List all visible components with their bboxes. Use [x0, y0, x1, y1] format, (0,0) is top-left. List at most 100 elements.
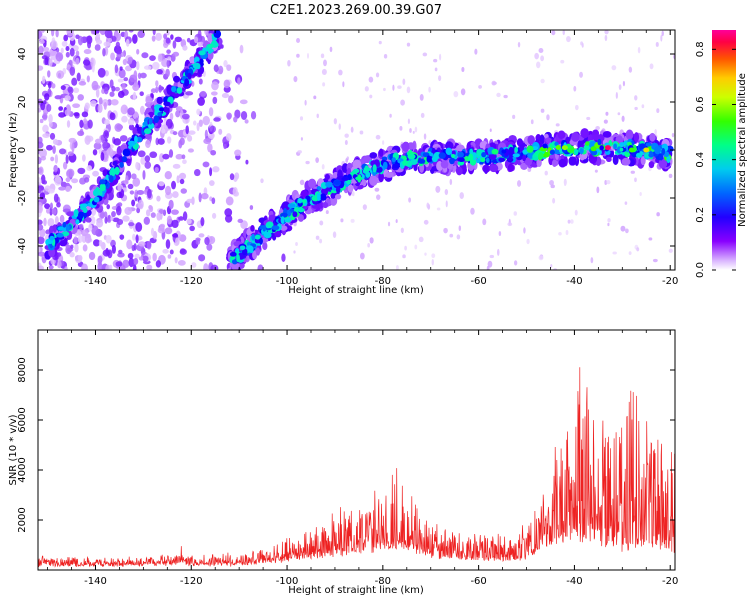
- noise-blob: [223, 79, 231, 89]
- spectrogram-y-tick-label: -40: [17, 238, 28, 254]
- ridge-halo-blob: [281, 201, 291, 212]
- noise-blob: [299, 179, 305, 186]
- ridge-core-blob: [114, 166, 120, 175]
- noise-blob: [204, 236, 210, 246]
- ridge-halo-blob: [252, 250, 258, 260]
- noise-blob: [144, 155, 151, 163]
- noise-blob: [175, 110, 181, 118]
- noise-blob: [225, 133, 232, 141]
- ridge-core-blob: [625, 150, 630, 158]
- noise-blob: [211, 197, 216, 205]
- noise-blob: [287, 59, 291, 67]
- noise-blob: [42, 46, 50, 52]
- ridge-core-blob: [292, 211, 298, 218]
- noise-blob: [97, 255, 103, 264]
- noise-blob: [65, 46, 70, 52]
- noise-blob: [611, 65, 617, 71]
- noise-blob: [209, 167, 213, 177]
- noise-blob: [407, 118, 411, 125]
- noise-blob: [458, 225, 462, 232]
- noise-blob: [368, 76, 374, 83]
- ridge-core-blob: [280, 212, 288, 218]
- noise-blob: [58, 106, 64, 111]
- noise-blob: [239, 44, 244, 54]
- noise-blob: [166, 136, 172, 144]
- noise-blob: [234, 149, 242, 157]
- noise-blob: [164, 227, 173, 235]
- noise-blob: [125, 38, 130, 47]
- noise-blob: [237, 218, 244, 224]
- noise-blob: [605, 111, 609, 116]
- noise-blob: [111, 244, 116, 254]
- noise-blob: [453, 90, 459, 98]
- noise-blob: [208, 180, 215, 186]
- noise-blob: [320, 53, 325, 59]
- noise-blob: [38, 251, 46, 257]
- noise-blob: [617, 112, 621, 116]
- snr-y-tick-label: 4000: [17, 457, 28, 482]
- spectrogram-x-tick-label: -100: [276, 276, 299, 287]
- noise-blob: [84, 102, 90, 110]
- noise-blob: [607, 222, 610, 227]
- noise-blob: [114, 64, 119, 74]
- ridge-core-blob: [231, 259, 238, 265]
- noise-blob: [38, 224, 44, 231]
- noise-blob: [171, 180, 177, 190]
- noise-blob: [78, 223, 84, 230]
- ridge-core-blob: [449, 157, 455, 165]
- noise-blob: [634, 95, 638, 101]
- noise-blob: [420, 112, 425, 118]
- noise-blob: [552, 197, 556, 204]
- noise-blob: [109, 91, 115, 97]
- noise-blob: [49, 132, 56, 140]
- ridge-core-blob: [192, 62, 201, 70]
- snr-x-tick-label: -100: [276, 576, 299, 587]
- noise-blob: [139, 72, 147, 79]
- noise-blob: [435, 185, 441, 193]
- noise-blob: [105, 234, 112, 244]
- noise-blob: [58, 186, 66, 191]
- ridge-core-blob: [458, 157, 465, 163]
- ridge-core-blob: [56, 233, 64, 238]
- noise-blob: [85, 217, 92, 223]
- noise-blob: [332, 231, 337, 238]
- noise-blob: [329, 46, 333, 53]
- noise-blob: [482, 218, 487, 226]
- noise-blob: [443, 227, 448, 234]
- noise-blob: [186, 134, 193, 142]
- noise-blob: [77, 130, 85, 137]
- noise-blob: [449, 178, 453, 185]
- noise-blob: [434, 67, 438, 72]
- noise-blob: [586, 116, 591, 121]
- ridge-halo-blob: [132, 127, 138, 136]
- colorbar-label: Normalized spectral amplitude: [737, 73, 748, 227]
- noise-blob: [444, 188, 449, 196]
- noise-blob: [116, 218, 124, 226]
- noise-blob: [71, 142, 75, 153]
- noise-blob: [540, 55, 545, 62]
- noise-blob: [474, 48, 478, 55]
- ridge-core-blob: [522, 154, 527, 162]
- ridge-core-blob: [316, 192, 321, 201]
- noise-blob: [198, 233, 205, 238]
- noise-blob: [604, 34, 608, 42]
- ridge-core-blob: [99, 179, 106, 185]
- noise-blob: [178, 172, 187, 180]
- noise-blob: [198, 192, 202, 203]
- noise-blob: [48, 113, 53, 124]
- noise-blob: [133, 70, 138, 81]
- ridge-halo-blob: [649, 132, 656, 142]
- noise-blob: [402, 78, 406, 85]
- noise-blob: [73, 236, 78, 244]
- ridge-core-blob: [364, 165, 369, 172]
- noise-blob: [54, 216, 59, 225]
- ridge-core-blob: [431, 155, 438, 163]
- noise-blob: [296, 37, 301, 44]
- noise-blob: [135, 161, 139, 170]
- ridge-core-blob: [121, 156, 128, 163]
- noise-blob: [137, 150, 146, 158]
- noise-blob: [224, 208, 233, 217]
- noise-blob: [127, 107, 135, 116]
- noise-blob: [54, 95, 62, 100]
- noise-blob: [161, 128, 166, 134]
